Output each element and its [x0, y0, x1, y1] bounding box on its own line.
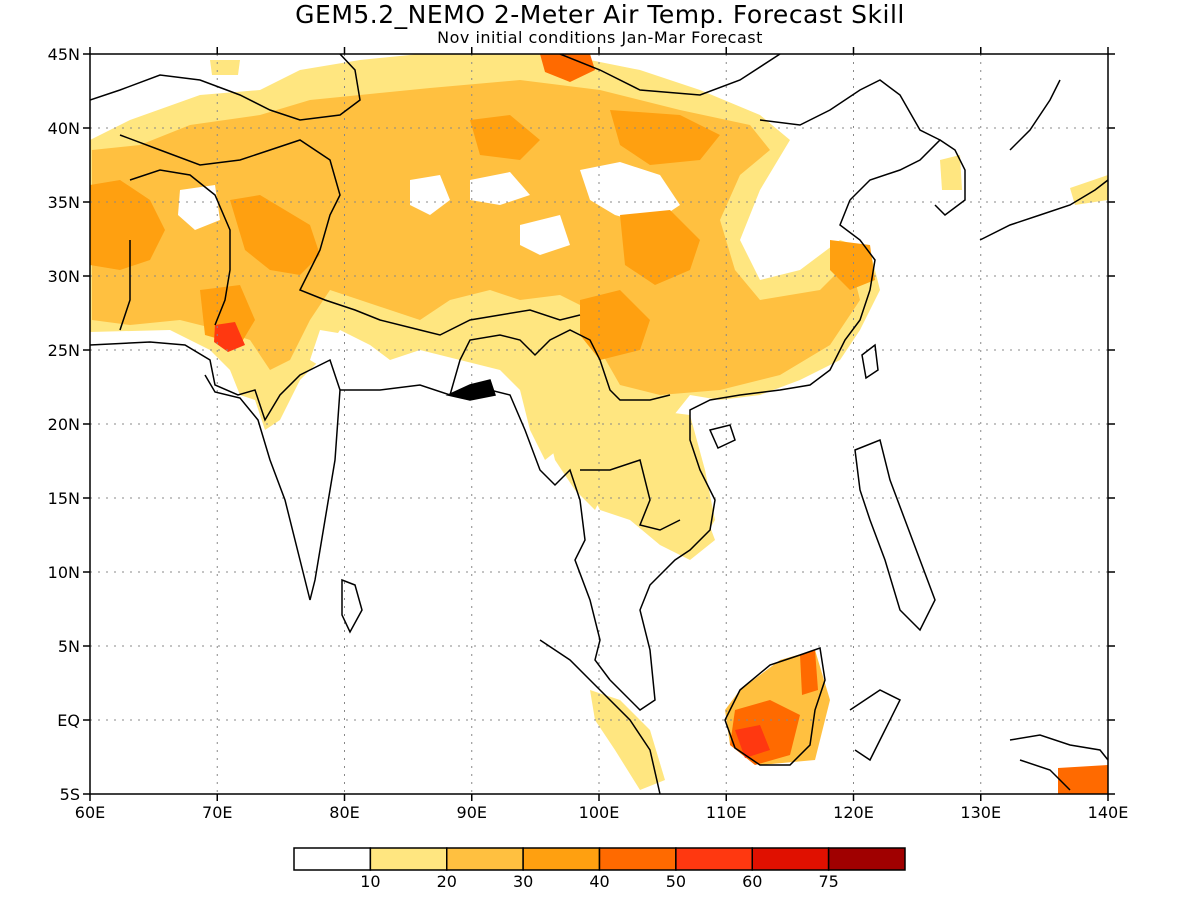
border: [90, 54, 361, 121]
coastline-sumatra: [539, 639, 661, 794]
colorbar-swatch: [369, 847, 448, 871]
skill-region-50-60: [735, 725, 770, 758]
colorbar-label: 40: [589, 872, 609, 891]
y-tick-label: 10N: [48, 563, 80, 582]
x-tick-label: 70E: [202, 803, 232, 822]
skill-region-10-20: [1070, 175, 1108, 205]
x-tick-label: 60E: [75, 803, 105, 822]
skill-region-30-40: [200, 285, 255, 345]
x-axis: 60E 70E 80E 90E 100E 110E 120E 130E 140E: [75, 47, 1129, 822]
color-bar: 10 20 30 40 50 60 75: [293, 847, 906, 891]
border: [129, 169, 231, 326]
colorbar-swatch: [675, 847, 753, 871]
border: [759, 79, 941, 141]
colorbar-label: 20: [437, 872, 457, 891]
coastlines: [90, 54, 1108, 794]
skill-region-10-20: [590, 690, 665, 790]
skill-region-10-20: [545, 415, 610, 510]
coastline: [90, 341, 341, 601]
y-tick-label: 45N: [48, 45, 80, 64]
chart-subtitle: Nov initial conditions Jan-Mar Forecast: [437, 28, 763, 47]
x-tick-label: 80E: [329, 803, 359, 822]
coastline-japan: [979, 79, 1108, 241]
x-tick-label: 90E: [457, 803, 487, 822]
chart-title: GEM5.2_NEMO 2-Meter Air Temp. Forecast S…: [295, 0, 905, 29]
colorbar-label: 50: [666, 872, 686, 891]
coastline-philippines: [854, 438, 936, 632]
colorbar-swatch: [751, 847, 830, 871]
skill-region-30-40: [610, 110, 720, 165]
colorbar-label: 30: [513, 872, 533, 891]
skill-region-40-50: [800, 650, 818, 695]
x-tick-label: 130E: [960, 803, 1001, 822]
y-axis: 45N 40N 35N 30N 25N 20N 15N 10N 5N EQ 5S: [48, 45, 1115, 804]
border: [580, 459, 681, 531]
y-tick-label: 5S: [60, 785, 80, 804]
gridlines: [90, 54, 1108, 794]
y-tick-label: 30N: [48, 267, 80, 286]
skill-gap: [580, 162, 680, 225]
delta-coast: [445, 379, 496, 401]
coastline-hainan: [708, 424, 736, 450]
colorbar-swatch: [522, 847, 601, 871]
coastline: [849, 139, 966, 216]
border: [119, 240, 131, 331]
coastline-sri-lanka: [341, 578, 363, 634]
coastline-borneo: [724, 646, 826, 766]
skill-region-10-20: [940, 155, 962, 190]
skill-gap: [410, 175, 450, 215]
skill-region-30-40: [230, 195, 320, 275]
coastline-sulawesi: [849, 689, 902, 762]
skill-region-40-50: [540, 54, 595, 82]
y-tick-label: 40N: [48, 119, 80, 138]
x-tick-label: 120E: [833, 803, 874, 822]
x-tick-label: 140E: [1088, 803, 1129, 822]
skill-shading: [90, 54, 1108, 794]
skill-gap: [520, 215, 570, 255]
colorbar-label: 60: [742, 872, 762, 891]
colorbar-swatch: [446, 847, 524, 871]
skill-region-30-40: [580, 290, 650, 360]
y-tick-label: EQ: [57, 711, 80, 730]
coastline-taiwan: [861, 343, 879, 380]
colorbar-label: 75: [818, 872, 838, 891]
coastline: [340, 384, 611, 681]
skill-region-10-20: [210, 60, 240, 75]
skill-region-10-20: [650, 410, 715, 545]
coastline-new-guinea: [1009, 734, 1108, 791]
colorbar-swatch: [827, 847, 906, 871]
border: [449, 329, 671, 401]
skill-region-30-40: [470, 115, 540, 160]
border: [559, 54, 781, 96]
y-tick-label: 5N: [58, 637, 80, 656]
y-tick-label: 25N: [48, 341, 80, 360]
colorbar-swatch: [598, 847, 677, 871]
coastline: [609, 199, 876, 711]
x-tick-label: 100E: [579, 803, 620, 822]
border: [119, 134, 581, 336]
skill-region-30-40: [830, 240, 875, 290]
y-tick-label: 35N: [48, 193, 80, 212]
skill-region-30-40: [620, 210, 700, 285]
colorbar-label: 10: [360, 872, 380, 891]
skill-region-40-50: [1058, 765, 1108, 794]
skill-region-50-60: [214, 322, 245, 352]
skill-gap: [470, 172, 530, 205]
y-tick-label: 20N: [48, 415, 80, 434]
x-tick-label: 110E: [706, 803, 747, 822]
y-tick-label: 15N: [48, 489, 80, 508]
colorbar-swatch: [293, 847, 372, 871]
skill-gap: [178, 185, 220, 230]
